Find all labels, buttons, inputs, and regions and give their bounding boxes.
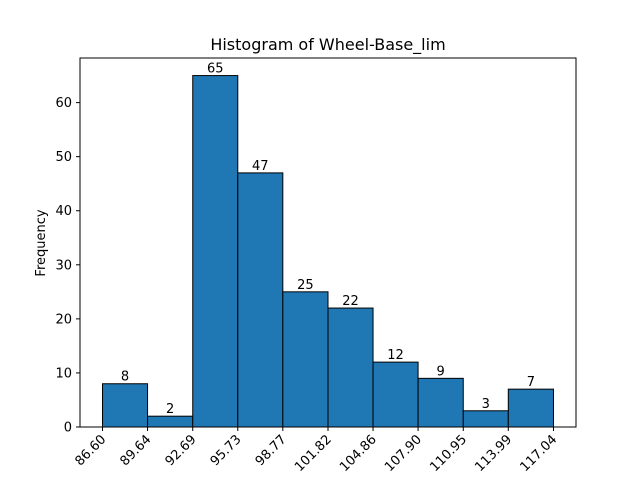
- y-tick-label: 20: [55, 312, 72, 327]
- x-tick-label: 110.95: [427, 432, 470, 475]
- y-tick-label: 50: [55, 150, 72, 165]
- bars-group: [102, 75, 554, 428]
- x-tick-label: 98.77: [253, 432, 290, 469]
- y-tick-label: 10: [55, 366, 72, 381]
- bar-value-label: 65: [207, 62, 224, 77]
- y-axis: 0 10 20 30 40 50 60: [55, 96, 80, 436]
- x-tick-label: 89.64: [117, 432, 154, 469]
- y-tick-label: 60: [55, 96, 72, 111]
- bar-value-label: 3: [482, 397, 490, 412]
- bar-value-label: 12: [387, 348, 404, 363]
- chart-title: Histogram of Wheel-Base_lim: [210, 35, 445, 55]
- histogram-bar: [102, 383, 149, 428]
- bar-value-label: 22: [342, 294, 359, 309]
- histogram-bar: [192, 75, 239, 428]
- bar-value-label: 47: [252, 159, 269, 174]
- x-tick-label: 104.86: [337, 432, 380, 475]
- bar-value-label: 25: [297, 278, 314, 293]
- x-tick-label: 92.69: [163, 432, 200, 469]
- x-tick-label: 107.90: [382, 432, 425, 475]
- x-tick-label: 101.82: [292, 432, 335, 475]
- x-axis: 86.60 89.64 92.69 95.73 98.77 101.82 104.86 107…: [72, 427, 560, 475]
- x-tick-label: 113.99: [472, 432, 515, 475]
- y-axis-label: Frequency: [34, 209, 49, 276]
- histogram-bar: [327, 307, 374, 428]
- bar-value-label: 7: [527, 375, 535, 390]
- histogram-bar: [237, 172, 284, 428]
- histogram-bar: [507, 388, 554, 428]
- histogram-bar: [462, 410, 509, 428]
- histogram-bar: [282, 291, 329, 428]
- histogram-bar: [372, 361, 419, 428]
- histogram-bar: [147, 415, 194, 428]
- plot-frame: [79, 57, 577, 428]
- bar-value-label: 2: [166, 402, 174, 417]
- y-tick-label: 0: [64, 421, 72, 436]
- y-tick-label: 30: [55, 258, 72, 273]
- y-tick-label: 40: [55, 204, 72, 219]
- bar-value-label: 9: [437, 364, 445, 379]
- histogram-bar: [417, 377, 464, 428]
- x-tick-label: 95.73: [208, 432, 245, 469]
- bar-labels-group: 8 2 65 47 25 22 12 9 3 7: [121, 62, 535, 418]
- x-tick-label: 117.04: [518, 432, 561, 475]
- bar-value-label: 8: [121, 370, 129, 385]
- x-tick-label: 86.60: [72, 432, 109, 469]
